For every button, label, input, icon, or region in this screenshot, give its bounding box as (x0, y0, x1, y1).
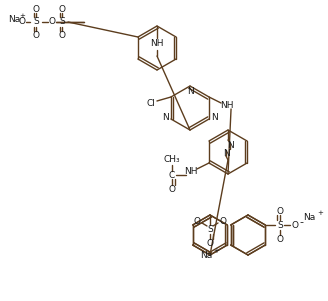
Text: O: O (49, 17, 55, 26)
Text: N: N (227, 141, 234, 150)
Text: O: O (277, 234, 284, 244)
Text: O: O (58, 30, 66, 39)
Text: O: O (292, 221, 299, 229)
Text: S: S (33, 17, 39, 26)
Text: +: + (213, 248, 219, 254)
Text: N: N (223, 148, 229, 157)
Text: O: O (18, 17, 26, 26)
Text: O: O (169, 185, 175, 194)
Text: O: O (32, 5, 39, 14)
Text: S: S (207, 225, 213, 234)
Text: O: O (277, 206, 284, 216)
Text: S: S (59, 17, 65, 26)
Text: N: N (187, 86, 194, 95)
Text: O: O (194, 218, 200, 226)
Text: Na: Na (303, 213, 316, 222)
Text: Na: Na (200, 250, 212, 259)
Text: N: N (211, 113, 217, 122)
Text: S: S (277, 221, 283, 229)
Text: C: C (169, 170, 175, 179)
Text: O: O (219, 218, 227, 226)
Text: NH: NH (150, 39, 164, 48)
Text: O: O (58, 5, 66, 14)
Text: Na: Na (8, 15, 20, 24)
Text: O: O (32, 30, 39, 39)
Text: O: O (207, 240, 214, 249)
Text: NH: NH (184, 167, 198, 176)
Text: Cl: Cl (147, 98, 155, 107)
Text: CH₃: CH₃ (164, 154, 180, 163)
Text: N: N (163, 113, 169, 122)
Text: +: + (19, 13, 25, 19)
Text: -: - (299, 217, 303, 227)
Text: NH: NH (220, 101, 234, 110)
Text: +: + (318, 210, 323, 216)
